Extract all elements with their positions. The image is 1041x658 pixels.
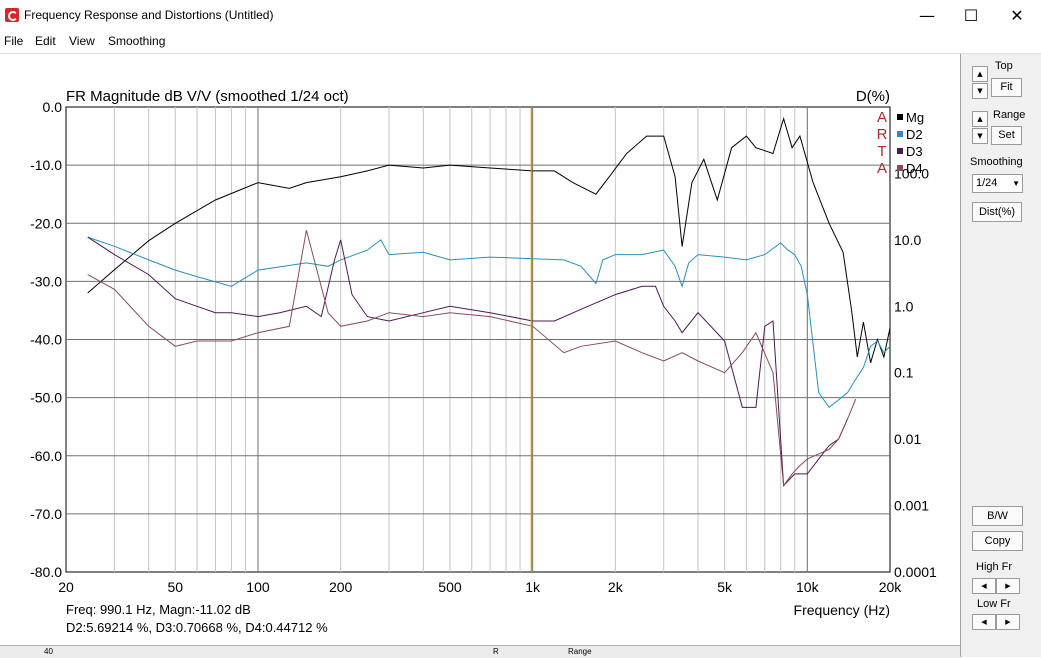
- plot-area[interactable]: FR Magnitude dB V/V (smoothed 1/24 oct) D…: [0, 54, 961, 657]
- strip-text-left: 40: [44, 647, 53, 656]
- frequency-response-chart[interactable]: FR Magnitude dB V/V (smoothed 1/24 oct) D…: [0, 54, 960, 644]
- x-tick-label: 1k: [525, 579, 541, 595]
- legend-swatch-mg: [897, 114, 903, 120]
- legend-swatch-d4: [897, 165, 903, 171]
- x-tick-label: 100: [246, 579, 270, 595]
- y-tick-label: -60.0: [30, 448, 62, 464]
- smoothing-label: Smoothing: [970, 156, 1023, 168]
- x-tick-label: 200: [329, 579, 353, 595]
- high-fr-label: High Fr: [976, 561, 1013, 573]
- fit-button[interactable]: Fit: [991, 78, 1022, 97]
- range-up-spin[interactable]: ▲: [972, 111, 988, 127]
- y-tick-label: -50.0: [30, 390, 62, 406]
- right-tick-label: 0.001: [894, 498, 929, 514]
- watermark-letter: R: [877, 126, 888, 143]
- x-axis-title: Frequency (Hz): [794, 602, 890, 618]
- right-tick-label: 10.0: [894, 232, 921, 248]
- y-tick-label: -80.0: [30, 564, 62, 580]
- right-tick-label: 0.1: [894, 365, 914, 381]
- series-line-mg: [87, 116, 891, 363]
- smoothing-value: 1/24: [976, 177, 998, 189]
- bottom-strip: 40 R Range: [0, 645, 960, 658]
- chevron-down-icon: ▼: [1012, 179, 1020, 188]
- x-tick-label: 20: [58, 579, 74, 595]
- menu-bar: File Edit View Smoothing: [0, 31, 1041, 54]
- menu-view[interactable]: View: [69, 34, 95, 48]
- bw-button[interactable]: B/W: [972, 506, 1023, 526]
- y-tick-label: -20.0: [30, 215, 62, 231]
- y-tick-label: -70.0: [30, 506, 62, 522]
- series-line-d2: [87, 236, 891, 409]
- right-tick-label: 1.0: [894, 298, 914, 314]
- x-tick-label: 50: [168, 579, 184, 595]
- y-tick-label: 0.0: [43, 99, 63, 115]
- close-button[interactable]: ✕: [1010, 6, 1024, 25]
- legend-label-d4: D4: [906, 161, 923, 176]
- set-button[interactable]: Set: [991, 126, 1022, 145]
- legend-swatch-d2: [897, 131, 903, 137]
- menu-edit[interactable]: Edit: [35, 34, 56, 48]
- watermark-letter: T: [877, 143, 886, 160]
- minimize-button[interactable]: —: [919, 6, 935, 25]
- app-icon: [5, 8, 19, 22]
- distortion-readout: D2:5.69214 %, D3:0.70668 %, D4:0.44712 %: [66, 620, 328, 635]
- y-tick-label: -40.0: [30, 332, 62, 348]
- legend-label-mg: Mg: [906, 110, 924, 125]
- top-up-spin[interactable]: ▲: [972, 66, 988, 82]
- low-fr-right[interactable]: ▶: [996, 614, 1020, 630]
- right-axis-title: D(%): [856, 88, 890, 105]
- window-title: Frequency Response and Distortions (Unti…: [24, 8, 274, 22]
- dist-percent-button[interactable]: Dist(%): [972, 202, 1022, 222]
- legend-swatch-d3: [897, 148, 903, 154]
- high-fr-left[interactable]: ◀: [972, 578, 996, 594]
- range-down-spin[interactable]: ▼: [972, 128, 988, 144]
- title-bar: Frequency Response and Distortions (Unti…: [0, 0, 1041, 31]
- right-tick-label: 0.0001: [894, 564, 937, 580]
- x-tick-label: 2k: [608, 579, 624, 595]
- legend-label-d3: D3: [906, 144, 923, 159]
- cursor-readout: Freq: 990.1 Hz, Magn:-11.02 dB: [66, 602, 251, 617]
- x-tick-label: 20k: [879, 579, 903, 595]
- watermark-letter: A: [877, 160, 887, 177]
- menu-smoothing[interactable]: Smoothing: [108, 34, 166, 48]
- x-tick-label: 5k: [717, 579, 733, 595]
- y-tick-label: -10.0: [30, 157, 62, 173]
- top-label: Top: [995, 60, 1013, 72]
- control-panel: ▲ ▼ Top Fit ▲ ▼ Range Set Smoothing 1/24…: [961, 54, 1041, 657]
- low-fr-left[interactable]: ◀: [972, 614, 996, 630]
- series-line-d3: [87, 236, 848, 487]
- maximize-button[interactable]: ☐: [963, 6, 979, 25]
- strip-text-right: Range: [568, 647, 592, 656]
- right-tick-label: 0.01: [894, 431, 921, 447]
- low-fr-label: Low Fr: [977, 598, 1011, 610]
- series-line-d4: [87, 230, 857, 487]
- legend-label-d2: D2: [906, 127, 923, 142]
- watermark-letter: A: [877, 109, 887, 126]
- x-tick-label: 500: [438, 579, 462, 595]
- chart-title: FR Magnitude dB V/V (smoothed 1/24 oct): [66, 88, 349, 105]
- smoothing-select[interactable]: 1/24 ▼: [972, 174, 1023, 193]
- top-down-spin[interactable]: ▼: [972, 83, 988, 99]
- strip-text-mid: R: [493, 647, 499, 656]
- menu-file[interactable]: File: [4, 34, 24, 48]
- high-fr-right[interactable]: ▶: [996, 578, 1020, 594]
- x-tick-label: 10k: [796, 579, 820, 595]
- y-tick-label: -30.0: [30, 273, 62, 289]
- range-label: Range: [993, 109, 1026, 121]
- copy-button[interactable]: Copy: [972, 531, 1023, 551]
